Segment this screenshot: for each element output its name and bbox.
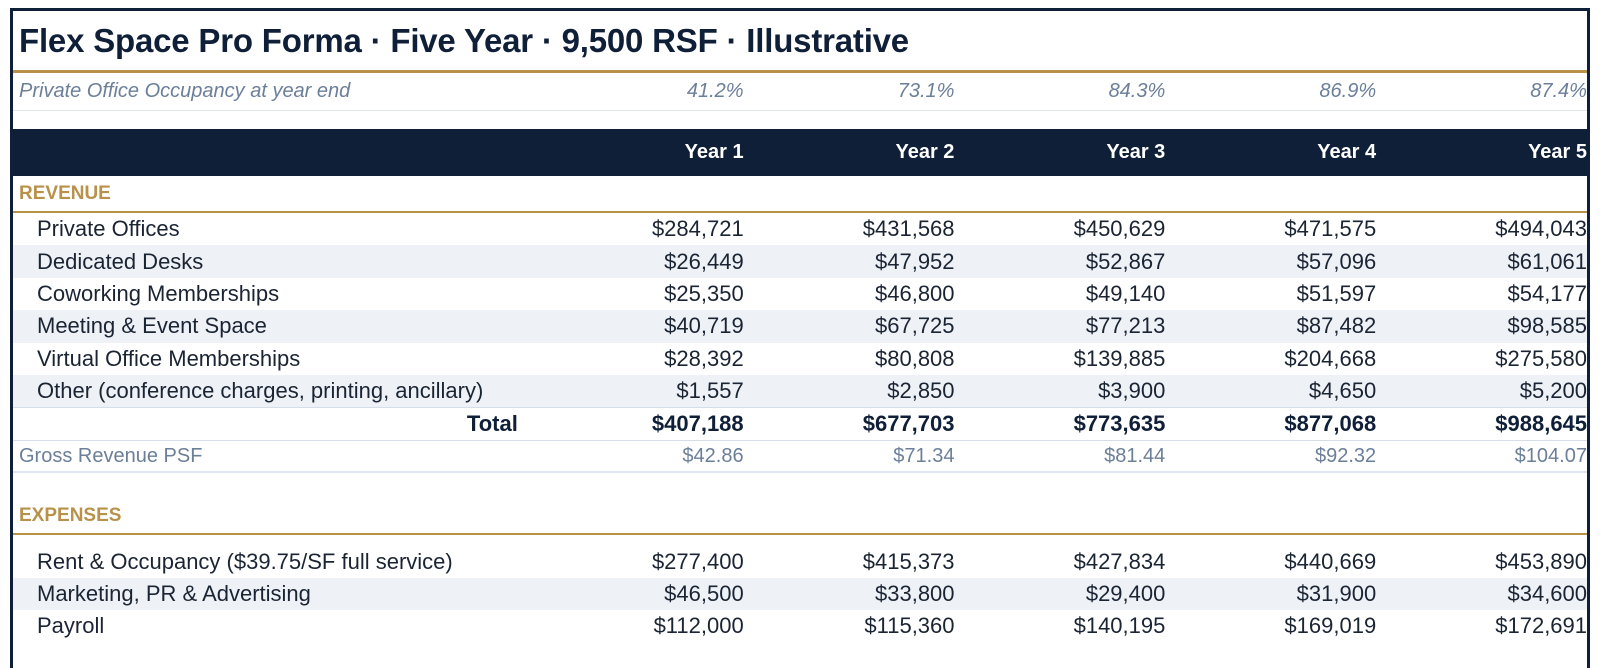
spacer	[13, 473, 1587, 498]
row-label: Meeting & Event Space	[37, 313, 267, 339]
occupancy-value: 41.2%	[686, 80, 744, 102]
psf-value: $81.44	[1104, 444, 1166, 467]
table-row: Coworking Memberships $25,350 $46,800 $4…	[13, 278, 1587, 310]
cell-value: $25,350	[664, 280, 744, 306]
row-label: Other (conference charges, printing, anc…	[37, 378, 484, 404]
cell-value: $453,890	[1495, 548, 1588, 574]
psf-value: $92.32	[1314, 444, 1377, 467]
cell-value: $140,195	[1073, 613, 1166, 639]
psf-value: $71.34	[893, 444, 955, 467]
cell-value: $4,650	[1308, 378, 1377, 404]
spacer	[13, 111, 1587, 129]
row-label: Marketing, PR & Advertising	[37, 580, 311, 606]
cell-value: $34,600	[1507, 580, 1588, 606]
cell-value: $77,213	[1085, 313, 1166, 339]
cell-value: $169,019	[1284, 613, 1377, 639]
column-header: Year 5	[1528, 141, 1588, 163]
row-label: Virtual Office Memberships	[37, 345, 301, 371]
table-row: Marketing, PR & Advertising $46,500 $33,…	[13, 577, 1588, 611]
cell-value: $275,580	[1495, 345, 1588, 371]
total-value: $407,188	[651, 411, 744, 437]
cell-value: $415,373	[862, 548, 955, 574]
column-header: Year 3	[1106, 141, 1166, 163]
cell-value: $471,575	[1284, 216, 1377, 242]
table-row: Dedicated Desks $26,449 $47,952 $52,867 …	[13, 245, 1588, 278]
cell-value: $112,000	[653, 613, 744, 639]
gross-revenue-psf-row: Gross Revenue PSF $42.86 $71.34 $81.44 $…	[13, 441, 1587, 474]
row-label: Payroll	[37, 613, 105, 639]
psf-value: $42.86	[682, 444, 744, 467]
cell-value: $33,800	[875, 580, 955, 606]
cell-value: $31,900	[1296, 580, 1377, 606]
psf-label: Gross Revenue PSF	[19, 444, 203, 467]
occupancy-value: 87.4%	[1530, 80, 1587, 102]
cell-value: $26,449	[664, 248, 744, 274]
cell-value: $52,867	[1085, 248, 1166, 274]
column-header: Year 1	[684, 141, 744, 163]
cell-value: $54,177	[1507, 280, 1588, 306]
cell-value: $440,669	[1284, 548, 1377, 574]
cell-value: $172,691	[1495, 613, 1588, 639]
cell-value: $139,885	[1073, 345, 1166, 371]
total-value: $773,635	[1073, 411, 1166, 437]
cell-value: $98,585	[1507, 313, 1588, 339]
spacer	[13, 535, 1587, 545]
cell-value: $49,140	[1085, 280, 1166, 306]
row-label: Rent & Occupancy ($39.75/SF full service…	[37, 548, 453, 574]
occupancy-label: Private Office Occupancy at year end	[19, 80, 351, 102]
total-value: $877,068	[1284, 411, 1377, 437]
cell-value: $87,482	[1296, 313, 1377, 339]
cell-value: $40,719	[664, 313, 744, 339]
cell-value: $284,721	[651, 216, 744, 242]
total-value: $677,703	[862, 411, 955, 437]
cell-value: $46,500	[664, 580, 744, 606]
cell-value: $46,800	[875, 280, 955, 306]
revenue-section-label: REVENUE	[13, 176, 1587, 213]
cell-value: $67,725	[875, 313, 955, 339]
cell-value: $5,200	[1519, 378, 1588, 404]
expenses-section-label: EXPENSES	[13, 498, 1587, 536]
occupancy-value: 86.9%	[1319, 80, 1377, 102]
pro-forma-sheet: Flex Space Pro Forma · Five Year · 9,500…	[10, 8, 1590, 668]
row-label: Private Offices	[37, 216, 180, 242]
page-title: Flex Space Pro Forma · Five Year · 9,500…	[19, 21, 909, 59]
table-row: Meeting & Event Space $40,719 $67,725 $7…	[13, 310, 1588, 343]
total-value: $988,645	[1495, 411, 1588, 437]
cell-value: $204,668	[1284, 345, 1377, 371]
psf-value: $104.07	[1514, 444, 1587, 467]
cell-value: $1,557	[676, 378, 744, 404]
cell-value: $431,568	[862, 216, 955, 242]
row-label: Dedicated Desks	[37, 248, 204, 274]
row-label: Coworking Memberships	[37, 280, 280, 306]
title-bar: Flex Space Pro Forma · Five Year · 9,500…	[13, 11, 1587, 73]
cell-value: $47,952	[875, 248, 955, 274]
cell-value: $61,061	[1507, 248, 1588, 274]
column-header-row: Year 1 Year 2 Year 3 Year 4 Year 5	[13, 129, 1587, 176]
total-label: Total	[466, 411, 518, 437]
occupancy-value: 84.3%	[1108, 80, 1166, 102]
cell-value: $115,360	[864, 613, 955, 639]
table-row: Payroll $112,000 $115,360 $140,195 $169,…	[13, 610, 1587, 642]
cell-value: $28,392	[664, 345, 744, 371]
column-header: Year 2	[895, 141, 955, 163]
cell-value: $2,850	[887, 378, 955, 404]
cell-value: $3,900	[1098, 378, 1166, 404]
table-row: Private Offices $284,721 $431,568 $450,6…	[13, 213, 1587, 245]
cell-value: $51,597	[1296, 280, 1377, 306]
column-header: Year 4	[1317, 141, 1377, 163]
occupancy-value: 73.1%	[897, 80, 955, 102]
cell-value: $57,096	[1296, 248, 1377, 274]
table-row: Rent & Occupancy ($39.75/SF full service…	[13, 545, 1587, 577]
revenue-total-row: Total $407,188 $677,703 $773,635 $877,06…	[13, 407, 1588, 442]
cell-value: $277,400	[651, 548, 744, 574]
cell-value: $494,043	[1495, 216, 1588, 242]
table-row: Other (conference charges, printing, anc…	[13, 374, 1588, 408]
cell-value: $427,834	[1073, 548, 1166, 574]
cell-value: $450,629	[1073, 216, 1166, 242]
cell-value: $80,808	[875, 345, 955, 371]
cell-value: $29,400	[1085, 580, 1166, 606]
table-row: Virtual Office Memberships $28,392 $80,8…	[13, 343, 1587, 375]
occupancy-row: Private Office Occupancy at year end 41.…	[13, 73, 1587, 111]
